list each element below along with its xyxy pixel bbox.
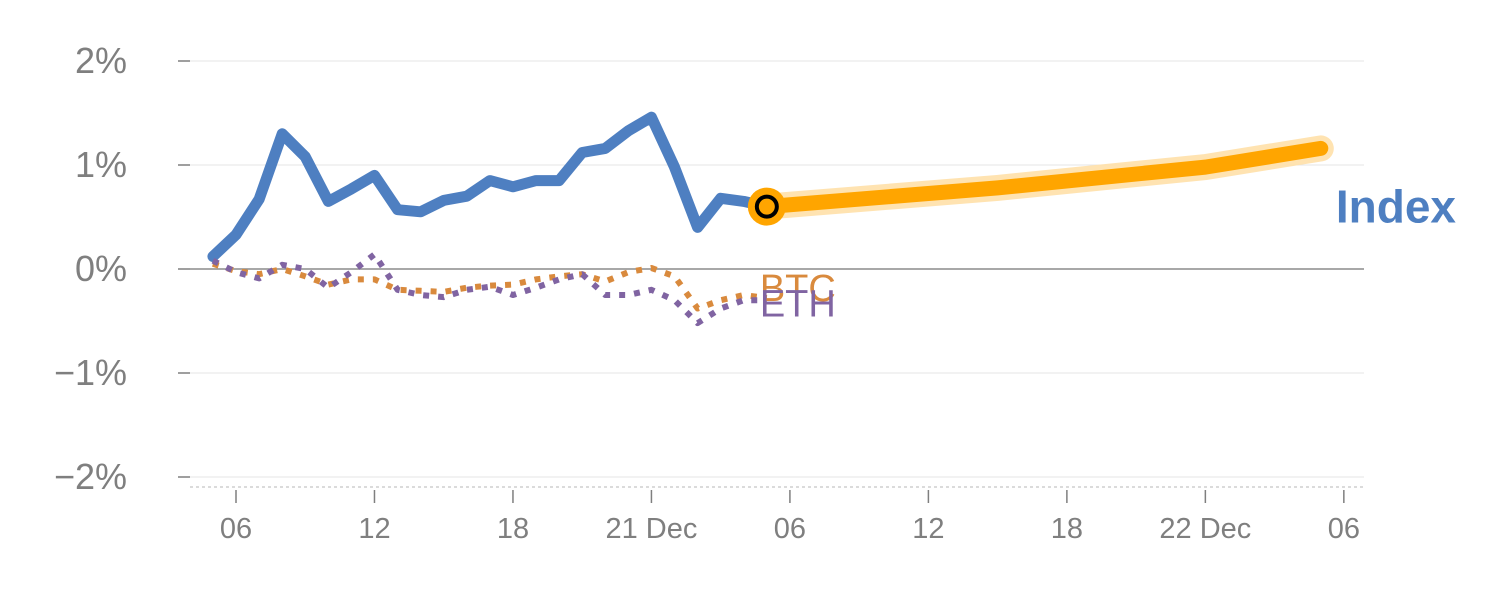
y-tick-label: 1% [75, 144, 127, 185]
y-tick-label: 2% [75, 40, 127, 81]
x-axis: 06 12 18 21 Dec 06 12 18 22 Dec 06 [190, 486, 1364, 545]
x-tick-label: 12 [358, 513, 390, 545]
btc-series-label: BTC [760, 268, 836, 310]
eth-series-line [211, 251, 767, 327]
current-point-marker [747, 187, 786, 226]
index-series-label: Index [1336, 181, 1457, 233]
x-tick-label: 12 [912, 513, 944, 545]
grid [190, 60, 1364, 478]
x-tick-label: 18 [497, 513, 529, 545]
btc-series-line [211, 260, 768, 312]
y-tick-label: 0% [75, 248, 127, 289]
eth-series-label: ETH [760, 283, 836, 325]
projection-line [759, 140, 1329, 215]
x-tick-label: 06 [774, 513, 806, 545]
x-tick-label: 18 [1051, 513, 1083, 545]
y-axis: 2% 1% 0% −1% −2% [54, 40, 190, 497]
y-tick-label: −1% [54, 352, 127, 393]
x-tick-label: 22 Dec [1159, 513, 1251, 545]
series-group [207, 111, 1334, 327]
x-tick-label: 21 Dec [605, 513, 697, 545]
y-tick-label: −2% [54, 456, 127, 497]
current-point-center [754, 194, 779, 219]
x-tick-label: 06 [220, 513, 252, 545]
x-tick-label: 06 [1328, 513, 1360, 545]
index-series-line [207, 111, 773, 262]
